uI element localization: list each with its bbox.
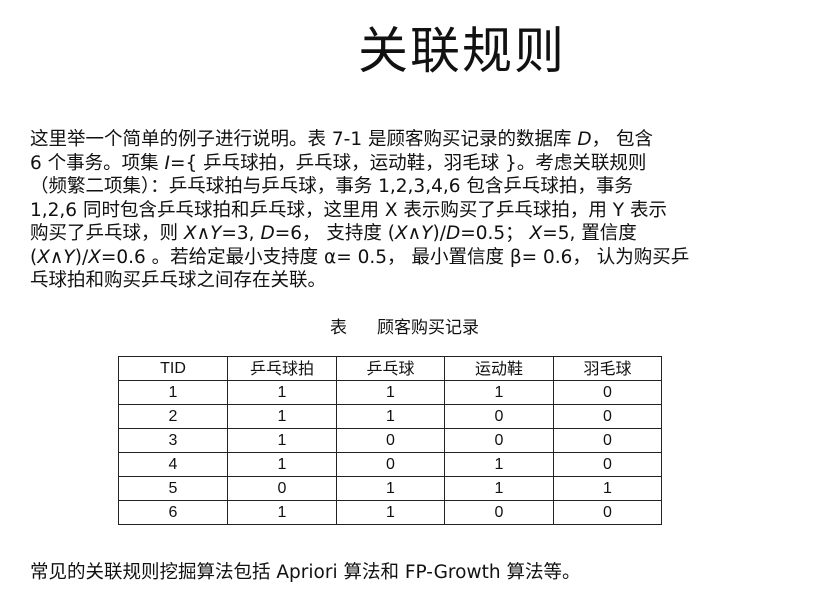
- italic-variable: X: [88, 246, 101, 268]
- italic-variable: X∧Y: [394, 223, 433, 244]
- table-cell: 1: [444, 452, 554, 477]
- table-cell: 0: [227, 476, 337, 501]
- text-run: =0.6 。若给定最小支持度 α= 0.5， 最小置信度 β= 0.6， 认为购…: [100, 246, 690, 268]
- column-header-sneakers: 运动鞋: [444, 356, 554, 381]
- table-cell: 6: [118, 500, 228, 525]
- table-cell: 1: [227, 452, 337, 477]
- paragraph-line-5: 购买了乒乓球，则 X∧Y=3, D=6， 支持度 (X∧Y)/D=0.5； X=…: [30, 222, 802, 246]
- table-cell: 1: [336, 404, 445, 429]
- column-header-tid: TID: [118, 356, 228, 381]
- paragraph-line-2: 6 个事务。项集 I={ 乒乓球拍，乒乓球，运动鞋，羽毛球 }。考虑关联规则: [30, 152, 802, 176]
- table-cell: 0: [444, 500, 554, 525]
- italic-variable: X: [529, 223, 543, 244]
- text-run: =3,: [221, 223, 261, 244]
- table-cell: 0: [444, 404, 554, 429]
- table-row: 1 1 1 1 0: [118, 380, 662, 405]
- description-paragraph: 这里举一个简单的例子进行说明。表 7-1 是顾客购买记录的数据库 D， 包含 6…: [30, 128, 802, 293]
- text-run: =6， 支持度 (: [274, 223, 395, 244]
- italic-variable: D: [445, 223, 461, 244]
- table-cell: 1: [444, 476, 554, 501]
- text-run: 购买了乒乓球，则: [30, 223, 184, 244]
- paragraph-line-6: (X∧Y)/X=0.6 。若给定最小支持度 α= 0.5， 最小置信度 β= 0…: [30, 246, 802, 270]
- text-run: (: [30, 246, 38, 268]
- table-header-row: TID 乒乓球拍 乒乓球 运动鞋 羽毛球: [118, 356, 662, 381]
- text-run: =0.5；: [460, 223, 530, 244]
- column-header-ping-pong-ball: 乒乓球: [336, 356, 445, 381]
- table-cell: 1: [118, 380, 228, 405]
- table-caption: 表 顾客购买记录: [330, 317, 479, 339]
- text-run: )/: [432, 223, 446, 244]
- italic-variable: D: [577, 129, 592, 150]
- table-cell: 1: [336, 380, 445, 405]
- table-cell: 0: [336, 428, 445, 453]
- page-title: 关联规则: [358, 22, 566, 80]
- paragraph-line-1: 这里举一个简单的例子进行说明。表 7-1 是顾客购买记录的数据库 D， 包含: [30, 128, 802, 152]
- table-row: 4 1 0 1 0: [118, 452, 662, 477]
- text-run: 6 个事务。项集: [30, 152, 165, 174]
- table-row: 6 1 1 0 0: [118, 500, 662, 525]
- table-cell: 1: [553, 476, 662, 501]
- text-run: 这里举一个简单的例子进行说明。表 7-1 是顾客购买记录的数据库: [30, 129, 578, 150]
- table-cell: 0: [336, 452, 445, 477]
- table-cell: 1: [227, 404, 337, 429]
- column-header-badminton: 羽毛球: [553, 356, 662, 381]
- caption-text: 顾客购买记录: [377, 318, 479, 338]
- italic-variable: D: [260, 223, 275, 244]
- table-row: 2 1 1 0 0: [118, 404, 662, 429]
- table-cell: 0: [553, 500, 662, 525]
- paragraph-line-4: 1,2,6 同时包含乒乓球拍和乒乓球，这里用 X 表示购买了乒乓球拍，用 Y 表…: [30, 199, 667, 221]
- table-cell: 0: [553, 404, 662, 429]
- table-cell: 4: [118, 452, 228, 477]
- table-cell: 5: [118, 476, 228, 501]
- italic-variable: I: [164, 152, 171, 174]
- table-cell: 1: [336, 476, 445, 501]
- paragraph-line-3: （频繁二项集）：乒乓球拍与乒乓球，事务 1,2,3,4,6 包含乒乓球拍，事务: [30, 176, 633, 197]
- table-row: 5 0 1 1 1: [118, 476, 662, 501]
- text-run: )/: [74, 246, 89, 268]
- table-cell: 1: [444, 380, 554, 405]
- caption-label: 表: [330, 318, 347, 338]
- text-run: =5, 置信度: [542, 223, 637, 244]
- table-cell: 1: [227, 500, 337, 525]
- table-cell: 1: [336, 500, 445, 525]
- italic-variable: X∧Y: [183, 223, 222, 244]
- text-run: ， 包含: [591, 129, 654, 150]
- table-cell: 1: [227, 380, 337, 405]
- table-cell: 0: [553, 380, 662, 405]
- table-cell: 3: [118, 428, 228, 453]
- table-cell: 0: [553, 428, 662, 453]
- table-cell: 0: [444, 428, 554, 453]
- text-run: ={ 乒乓球拍，乒乓球，运动鞋，羽毛球 }。考虑关联规则: [170, 152, 647, 174]
- table-cell: 2: [118, 404, 228, 429]
- table-cell: 1: [227, 428, 337, 453]
- italic-variable: X∧Y: [37, 246, 75, 268]
- footer-note: 常见的关联规则挖掘算法包括 Apriori 算法和 FP-Growth 算法等。: [30, 562, 581, 583]
- purchase-records-table: TID 乒乓球拍 乒乓球 运动鞋 羽毛球 1 1 1 1 0 2 1 1 0 0…: [118, 356, 662, 525]
- paragraph-line-7: 乓球拍和购买乒乓球之间存在关联。: [30, 270, 327, 291]
- column-header-ping-pong-paddle: 乒乓球拍: [227, 356, 337, 381]
- table-row: 3 1 0 0 0: [118, 428, 662, 453]
- table-cell: 0: [553, 452, 662, 477]
